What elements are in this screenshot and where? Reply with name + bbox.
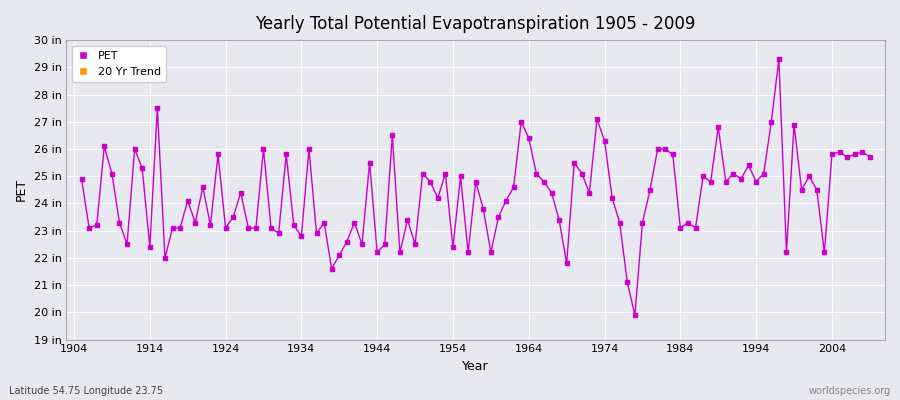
Y-axis label: PET: PET: [15, 178, 28, 202]
Text: worldspecies.org: worldspecies.org: [809, 386, 891, 396]
Text: Latitude 54.75 Longitude 23.75: Latitude 54.75 Longitude 23.75: [9, 386, 163, 396]
Legend: PET, 20 Yr Trend: PET, 20 Yr Trend: [72, 46, 166, 82]
Title: Yearly Total Potential Evapotranspiration 1905 - 2009: Yearly Total Potential Evapotranspiratio…: [256, 15, 696, 33]
X-axis label: Year: Year: [463, 360, 489, 373]
